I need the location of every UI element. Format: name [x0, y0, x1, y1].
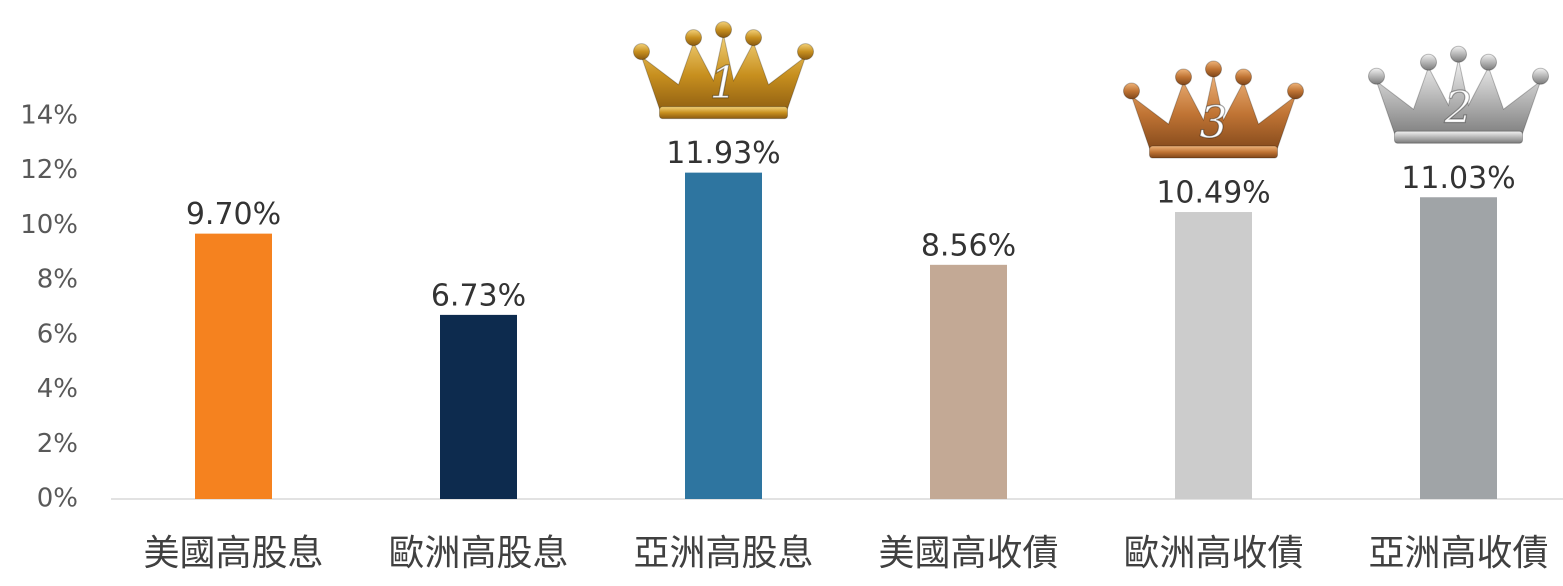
x-tick-label: 美國高收債	[878, 533, 1058, 574]
crown-jewel	[1175, 68, 1192, 86]
crown-jewel	[797, 43, 814, 61]
bar	[1420, 197, 1497, 499]
crown-jewel	[633, 43, 650, 61]
y-tick-label: 12%	[20, 155, 78, 185]
crown: 3	[1123, 60, 1304, 159]
crown-jewel	[745, 29, 762, 47]
crown-body	[1130, 73, 1297, 155]
crown-rank: 1	[710, 58, 738, 109]
y-tick-label: 14%	[20, 101, 78, 131]
crown-jewel	[1480, 53, 1497, 71]
bar	[1175, 212, 1252, 500]
crown-jewel	[1123, 82, 1140, 100]
bar	[685, 172, 762, 500]
crown-body	[1375, 59, 1542, 140]
crown-jewel	[685, 29, 702, 47]
value-label: 10.49%	[1156, 176, 1270, 211]
y-tick-label: 8%	[37, 265, 78, 295]
x-tick-label: 美國高股息	[143, 533, 323, 574]
x-tick-label: 亞洲高收債	[1368, 533, 1548, 574]
y-tick-label: 2%	[37, 429, 78, 459]
crown-jewel	[715, 21, 732, 39]
crown-jewel	[1287, 82, 1304, 100]
x-tick-label: 歐洲高股息	[388, 533, 568, 574]
x-tick-label: 歐洲高收債	[1123, 533, 1303, 574]
crown-body	[640, 34, 807, 116]
crown-band	[1149, 145, 1278, 159]
crown-jewel	[1420, 53, 1437, 71]
value-label: 11.03%	[1401, 161, 1515, 196]
crown-band	[659, 106, 788, 120]
y-tick-label: 6%	[37, 319, 78, 349]
crown-rank: 3	[1200, 98, 1228, 149]
bar	[930, 264, 1007, 499]
bar	[440, 314, 517, 499]
y-tick-label: 4%	[37, 374, 78, 404]
crown-jewel	[1368, 67, 1385, 85]
value-label: 6.73%	[431, 278, 526, 313]
crown-jewel	[1450, 45, 1467, 63]
crown-jewel	[1205, 60, 1222, 78]
value-label: 8.56%	[921, 228, 1016, 263]
crown-jewel	[1532, 67, 1549, 85]
value-label: 9.70%	[186, 197, 281, 232]
value-label: 11.93%	[666, 136, 780, 171]
y-tick-label: 10%	[20, 210, 78, 240]
crown-jewel	[1235, 68, 1252, 86]
x-tick-label: 亞洲高股息	[633, 533, 813, 574]
crown: 1	[633, 21, 814, 120]
y-tick-label: 0%	[37, 484, 78, 514]
bar	[195, 233, 272, 499]
crown: 2	[1368, 45, 1549, 144]
crown-band	[1394, 130, 1523, 144]
crown-rank: 2	[1444, 83, 1473, 134]
